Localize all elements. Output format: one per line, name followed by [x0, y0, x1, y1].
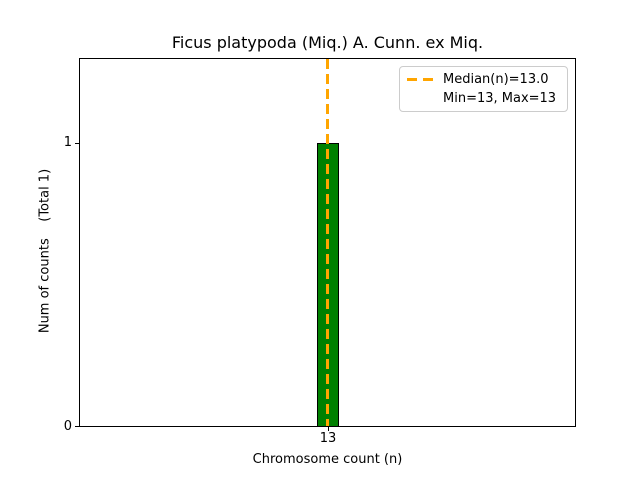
legend-label-median: Median(n)=13.0 — [443, 72, 549, 88]
chart-title: Ficus platypoda (Miq.) A. Cunn. ex Miq. — [171, 33, 484, 52]
y-tick-label-0: 0 — [63, 419, 72, 434]
median-line-legend-handle-icon — [407, 78, 434, 82]
median-dashed-line — [326, 59, 329, 426]
x-tick-label-13: 13 — [319, 431, 337, 446]
y-tick-label-1: 1 — [63, 135, 72, 150]
legend-entry-minmax: Min=13, Max=13 — [407, 90, 560, 108]
legend-label-minmax: Min=13, Max=13 — [443, 90, 557, 106]
legend-entry-median: Median(n)=13.0 — [407, 71, 560, 89]
legend-handle-spacer — [407, 97, 434, 100]
legend-box: Median(n)=13.0 Min=13, Max=13 — [399, 66, 568, 112]
plot-area: Median(n)=13.0 Min=13, Max=13 — [79, 58, 576, 427]
x-axis-tick-13 — [328, 427, 329, 431]
y-axis-label: Num of counts (Total 1) — [37, 168, 53, 334]
plot-inner — [80, 59, 575, 426]
x-axis-label: Chromosome count (n) — [252, 452, 403, 467]
y-axis-tick-0 — [75, 426, 79, 427]
y-axis-tick-1 — [75, 143, 79, 144]
